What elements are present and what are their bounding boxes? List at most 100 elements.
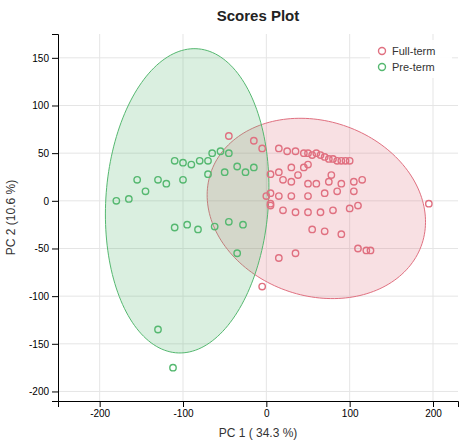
point [351, 179, 357, 185]
tick-mark [52, 201, 58, 202]
point [346, 205, 352, 211]
point [355, 245, 361, 251]
grid-line [58, 105, 458, 106]
grid [58, 34, 458, 401]
point [226, 133, 232, 139]
tick-mark [183, 401, 184, 407]
point [126, 196, 132, 202]
point [351, 188, 357, 194]
point [180, 159, 186, 165]
point [288, 179, 294, 185]
point [276, 169, 282, 175]
point [280, 177, 286, 183]
point [321, 190, 327, 196]
point [355, 202, 361, 208]
point [313, 180, 319, 186]
tick-mark [52, 153, 58, 154]
y-axis: -200-150-100-50050100150 [29, 35, 59, 402]
legend-item: Full-term [379, 45, 436, 57]
axis-line [52, 35, 59, 402]
point [251, 138, 257, 144]
point [234, 250, 240, 256]
point [113, 198, 119, 204]
point [334, 188, 340, 194]
point [295, 172, 301, 178]
series [226, 133, 432, 290]
y-axis-title: PC 2 (10.6 %) [4, 180, 18, 255]
point [242, 169, 248, 175]
chart: -200-1000100200-200-150-100-50050100150F… [0, 0, 474, 447]
grid-line [99, 34, 100, 401]
point [326, 179, 332, 185]
point [217, 148, 223, 154]
plot: -200-1000100200-200-150-100-50050100150F… [29, 34, 459, 419]
point [288, 193, 294, 199]
tick-mark [52, 296, 58, 297]
point [301, 164, 307, 170]
tick-mark [52, 105, 58, 106]
tick-label: 50 [38, 148, 50, 159]
tick: 0 [43, 196, 58, 207]
tick: -200 [90, 401, 110, 419]
point [321, 228, 327, 234]
point [195, 226, 201, 232]
tick: 150 [32, 53, 58, 64]
point [196, 158, 202, 164]
point [328, 172, 334, 178]
point [263, 193, 269, 199]
point [292, 148, 298, 154]
point [267, 200, 273, 206]
x-axis-title: PC 1 ( 34.3 %) [219, 426, 298, 440]
point [226, 219, 232, 225]
point [338, 231, 344, 237]
point [276, 255, 282, 261]
point [240, 221, 246, 227]
tick-mark [52, 58, 58, 59]
legend-marker [379, 48, 386, 55]
tick-label: 0 [264, 408, 270, 419]
point [221, 169, 227, 175]
point [426, 200, 432, 206]
tick-mark [52, 391, 58, 392]
point [367, 247, 373, 253]
title: Scores Plot [217, 7, 300, 24]
tick: 0 [264, 401, 270, 419]
point [305, 193, 311, 199]
point [234, 163, 240, 169]
tick-mark [100, 401, 101, 407]
grid-line [433, 34, 434, 401]
point [292, 250, 298, 256]
series [113, 148, 257, 371]
point [305, 180, 311, 186]
point [163, 180, 169, 186]
tick-mark [433, 401, 434, 407]
point [288, 164, 294, 170]
grid-line [58, 343, 458, 344]
point [251, 164, 257, 170]
axis-line [59, 402, 459, 408]
grid-line [58, 296, 458, 297]
legend-label: Full-term [392, 45, 435, 57]
tick-mark [350, 401, 351, 407]
tick-label: 150 [32, 53, 49, 64]
tick-label: -100 [173, 408, 193, 419]
tick-label: -100 [29, 291, 49, 302]
point [205, 158, 211, 164]
point [338, 180, 344, 186]
x-axis: -200-1000100200 [59, 401, 459, 419]
tick: -100 [29, 291, 58, 302]
point [309, 226, 315, 232]
tick-label: -200 [90, 408, 110, 419]
point [171, 158, 177, 164]
point [259, 145, 265, 151]
legend-background [370, 40, 452, 78]
tick: -200 [29, 386, 58, 397]
point [346, 158, 352, 164]
point [209, 150, 215, 156]
tick-mark [266, 401, 267, 407]
point [276, 145, 282, 151]
legend: Full-termPre-term [370, 40, 452, 78]
point [211, 223, 217, 229]
point [259, 283, 265, 289]
ellipse [105, 49, 269, 353]
